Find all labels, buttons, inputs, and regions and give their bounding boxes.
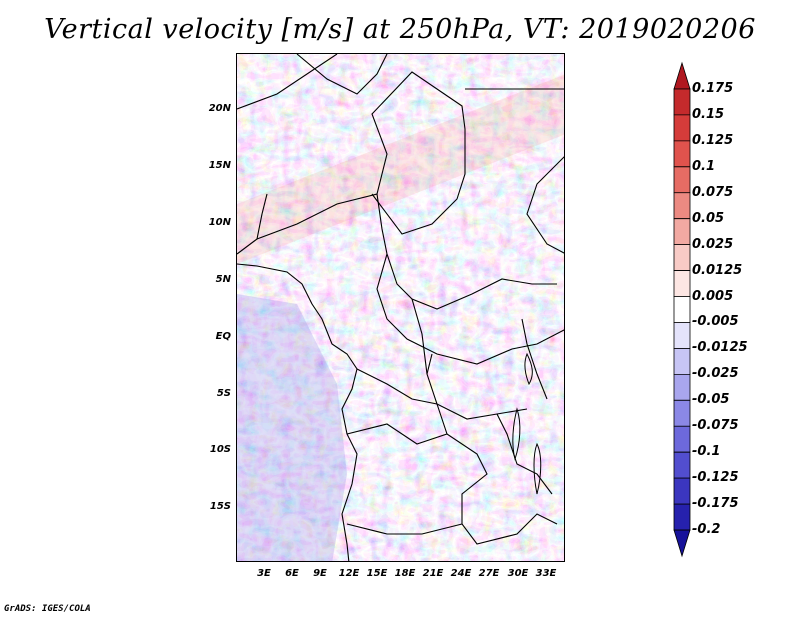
colorbar-label: 0.075 [692, 184, 734, 200]
colorbar-swatch [673, 270, 691, 297]
colorbar-label: 0.125 [692, 132, 734, 148]
lon-label: 24E [450, 568, 472, 579]
country-borders [237, 54, 564, 561]
map-plot-area [236, 53, 565, 562]
colorbar-swatch [673, 503, 691, 531]
lon-label: 6E [285, 568, 299, 579]
colorbar-swatch [673, 348, 691, 375]
lakes [512, 352, 542, 495]
colorbar-swatch [673, 477, 691, 505]
lon-label: 3E [257, 568, 271, 579]
colorbar-swatch [673, 244, 691, 271]
colorbar-label: 0.0125 [692, 262, 743, 278]
colorbar-swatch [673, 425, 691, 453]
lat-label: EQ [215, 331, 231, 342]
colorbar-swatch [673, 451, 691, 479]
colorbar-swatch [673, 114, 691, 142]
lon-label: 18E [394, 568, 416, 579]
lat-label: 10S [209, 444, 231, 455]
colorbar-label: 0.05 [692, 210, 725, 226]
colorbar-label: -0.025 [692, 366, 739, 382]
colorbar-label: -0.075 [692, 418, 739, 434]
lat-label: 15S [209, 501, 231, 512]
colorbar-label: 0.175 [692, 80, 734, 96]
colorbar-label: -0.125 [692, 470, 739, 486]
colorbar-swatch [673, 166, 691, 194]
lon-label: 9E [313, 568, 327, 579]
lat-label: 10N [208, 217, 231, 228]
colorbar-label: 0.1 [692, 158, 716, 174]
colorbar-swatch [673, 399, 691, 427]
velocity-field-map [237, 54, 564, 561]
colorbar-label: -0.175 [692, 496, 739, 512]
grads-credit: GrADS: IGES/COLA [4, 604, 91, 614]
colorbar-label: -0.005 [692, 314, 739, 330]
colorbar-swatch [673, 322, 691, 349]
lat-label: 20N [208, 103, 231, 114]
colorbar-swatch [673, 296, 691, 323]
colorbar-swatch [673, 529, 691, 558]
velocity-shading-overlay [237, 54, 564, 561]
lon-label: 21E [422, 568, 444, 579]
colorbar-swatch [673, 218, 691, 246]
lon-label: 27E [478, 568, 500, 579]
colorbar-label: 0.025 [692, 236, 734, 252]
colorbar-label: 0.005 [692, 288, 734, 304]
colorbar-label: -0.0125 [692, 340, 748, 356]
map-title: Vertical velocity [m/s] at 250hPa, VT: 2… [44, 14, 756, 45]
lat-label: 15N [208, 160, 231, 171]
colorbar-label: -0.05 [692, 392, 730, 408]
lon-label: 30E [507, 568, 529, 579]
colorbar-swatch [673, 88, 691, 116]
lat-label: 5S [216, 388, 231, 399]
colorbar-label: -0.1 [692, 444, 721, 460]
colorbar-swatch [673, 373, 691, 401]
colorbar-swatch [673, 140, 691, 168]
colorbar-label: 0.15 [692, 106, 725, 122]
lon-label: 15E [366, 568, 388, 579]
colorbar-swatch [673, 61, 691, 90]
lon-label: 33E [535, 568, 557, 579]
lon-label: 12E [338, 568, 360, 579]
colorbar-label: -0.2 [692, 522, 721, 538]
colorbar-swatch [673, 192, 691, 220]
lat-label: 5N [215, 274, 231, 285]
